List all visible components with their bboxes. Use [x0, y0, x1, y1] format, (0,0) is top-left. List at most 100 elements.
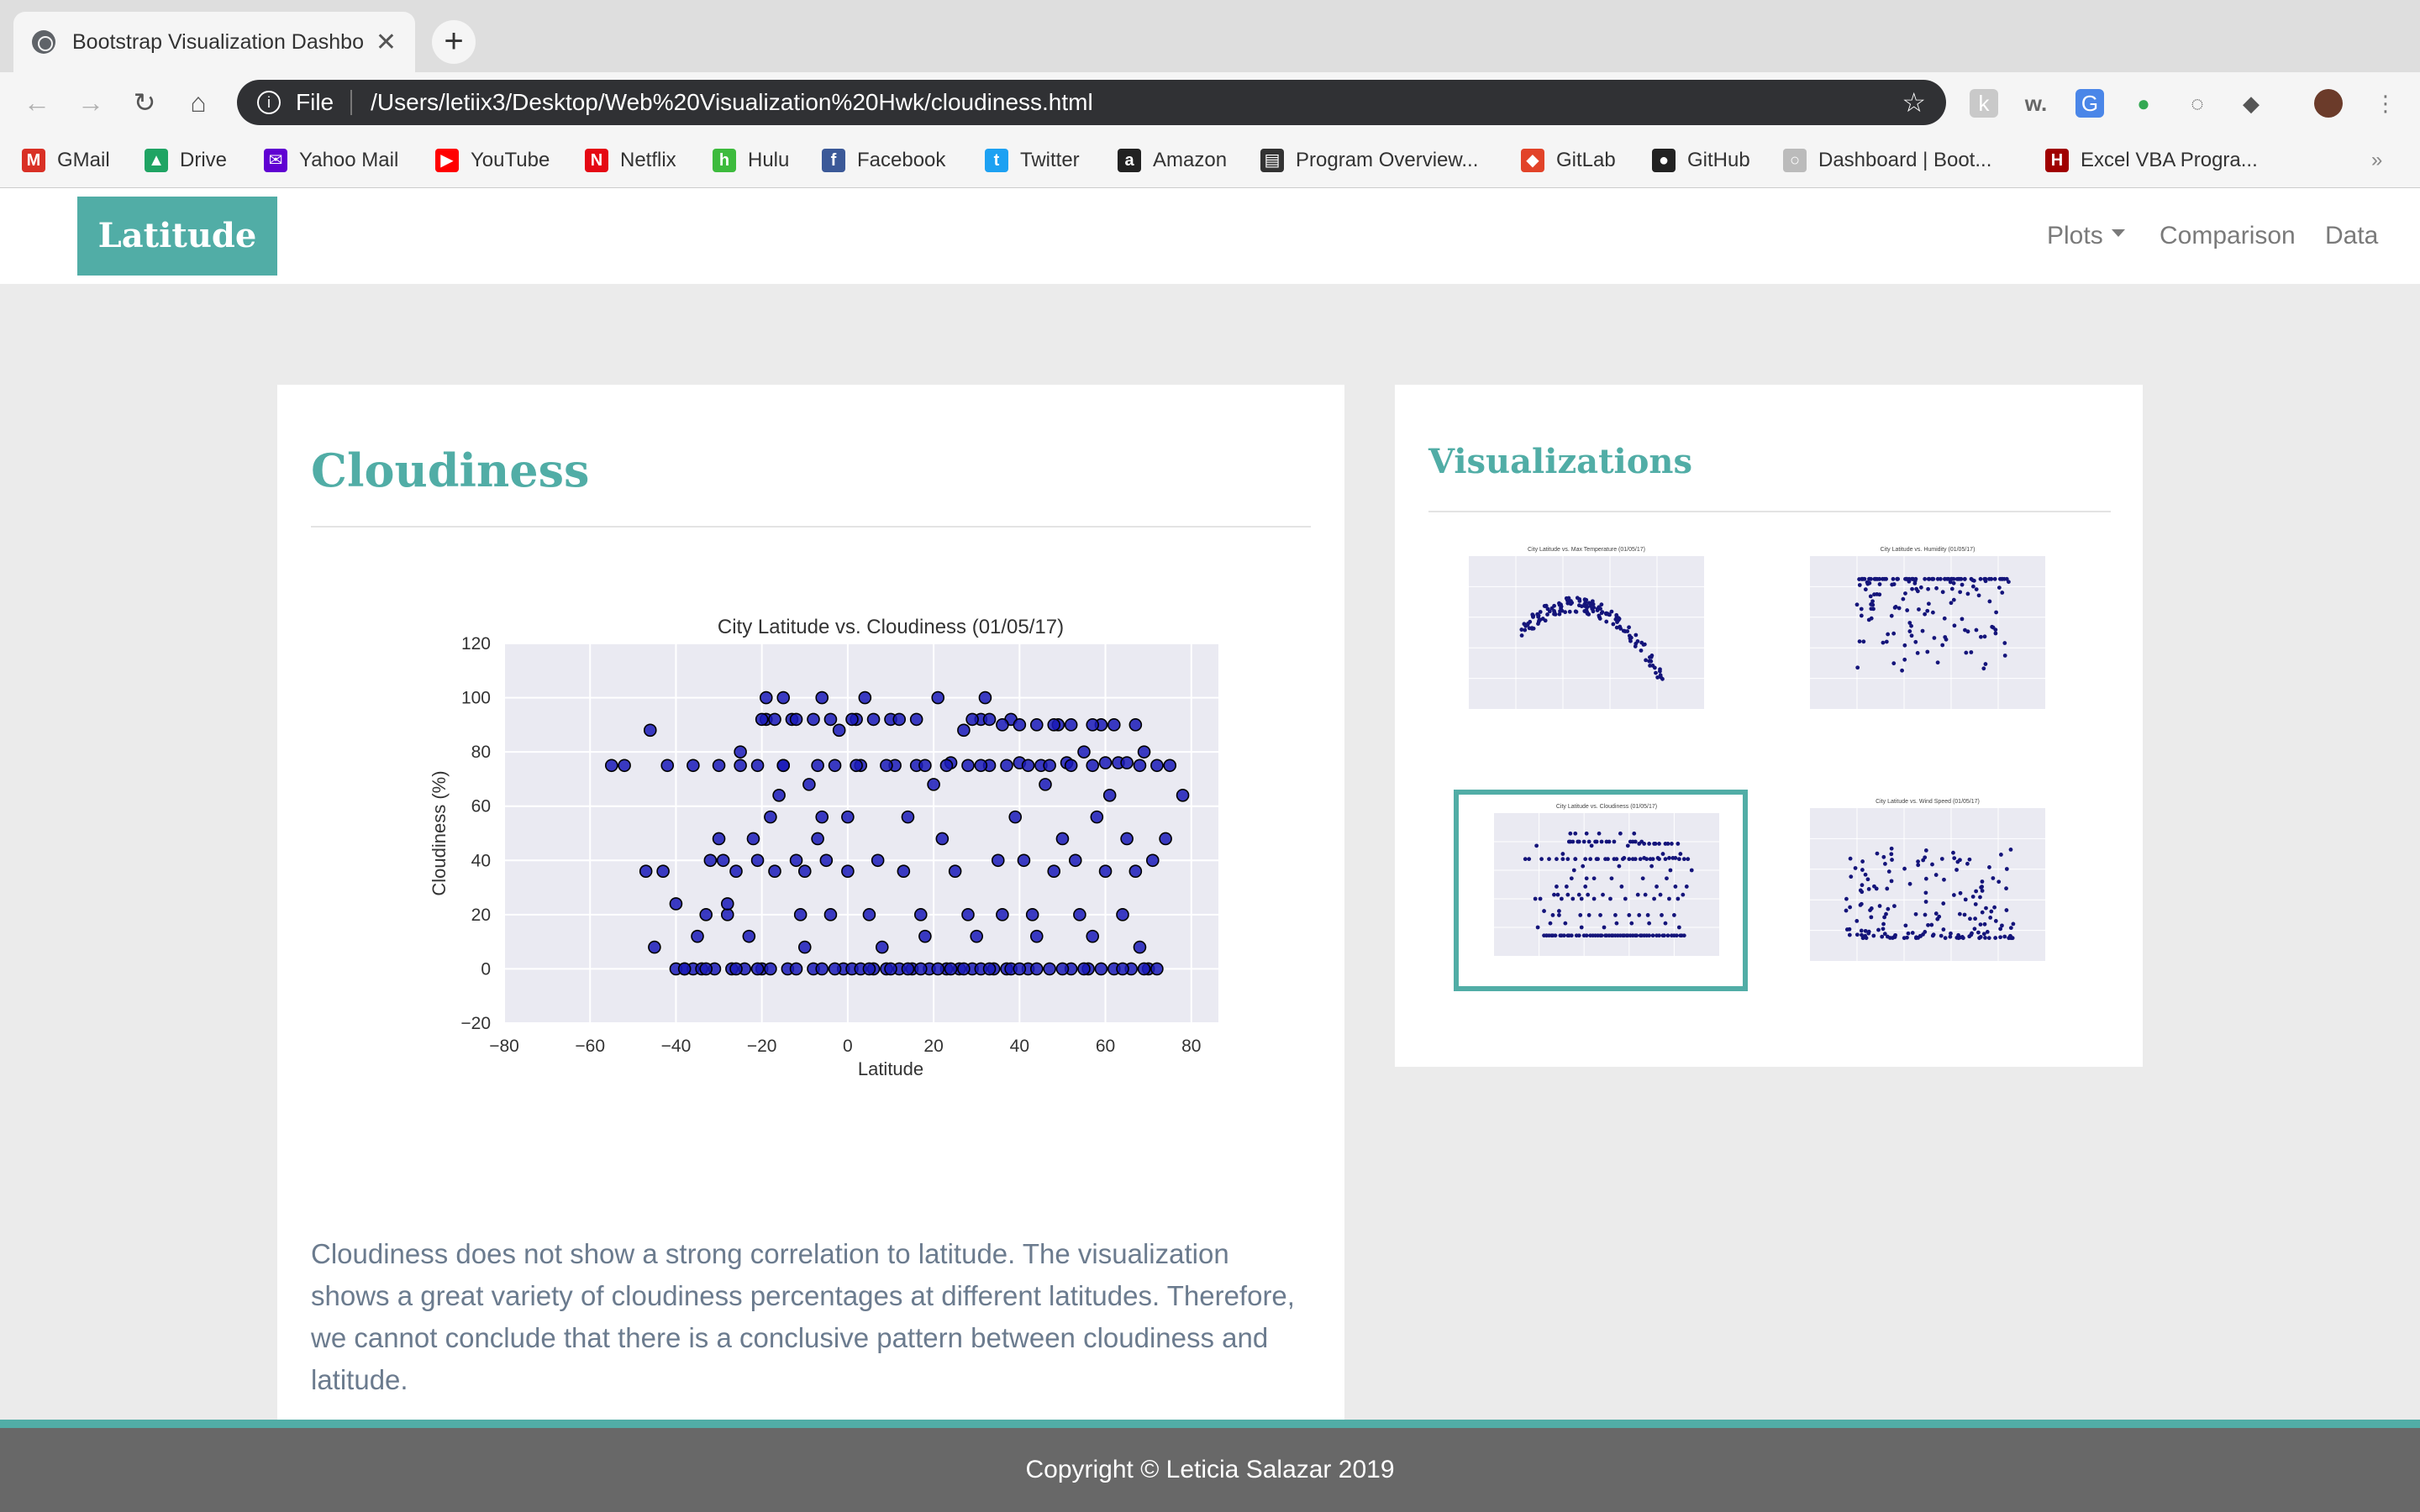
translate-icon[interactable]: G — [2075, 89, 2104, 118]
bookmark-label: Yahoo Mail — [299, 149, 399, 171]
mini-data-point — [1969, 932, 1974, 937]
visualizations-card: Visualizations City Latitude vs. Max Tem… — [1395, 385, 2143, 1067]
mini-data-point — [1602, 925, 1607, 930]
data-point — [789, 712, 803, 727]
bookmark-item[interactable]: ◆ GitLab — [1521, 146, 1616, 175]
mini-data-point — [2004, 908, 2009, 912]
mini-data-point — [1548, 921, 1553, 926]
data-point — [712, 832, 726, 846]
home-icon[interactable]: ⌂ — [190, 87, 207, 118]
nav-comparison[interactable]: Comparison — [2160, 222, 2296, 249]
new-tab-button[interactable]: + — [432, 20, 476, 64]
mini-data-point — [1935, 660, 1940, 665]
bookmark-item[interactable]: ○ Dashboard | Boot... — [1783, 146, 1991, 175]
mini-data-point — [1869, 602, 1874, 606]
mini-data-point — [1581, 839, 1586, 844]
more-bookmarks-icon[interactable]: » — [2371, 149, 2383, 171]
mini-data-point — [1978, 576, 1983, 581]
book-icon: ▤ — [1260, 149, 1284, 172]
bookmark-item[interactable]: a Amazon — [1118, 146, 1227, 175]
mini-data-point — [1907, 579, 1912, 584]
info-icon[interactable]: i — [257, 91, 281, 114]
bookmark-item[interactable]: ✉ Yahoo Mail — [264, 146, 398, 175]
amazon-icon: a — [1118, 149, 1141, 172]
profile-avatar[interactable] — [2314, 89, 2343, 118]
bookmark-star-icon[interactable]: ☆ — [1902, 87, 1926, 118]
mini-data-point — [1865, 580, 1870, 585]
mini-data-point — [1577, 599, 1582, 603]
mini-data-point — [1848, 905, 1853, 910]
mini-data-point — [1926, 922, 1930, 927]
close-icon[interactable]: ✕ — [375, 28, 397, 56]
data-point — [1163, 759, 1177, 773]
mini-data-point — [1563, 610, 1568, 615]
bookmark-item[interactable]: ▲ Drive — [145, 146, 227, 175]
mini-data-point — [1576, 933, 1581, 938]
mini-data-point — [1881, 640, 1886, 645]
mini-data-point — [1614, 857, 1619, 862]
extension-k-icon[interactable]: k — [1970, 89, 1998, 118]
browser-tab[interactable]: Bootstrap Visualization Dashbo ✕ — [13, 12, 415, 72]
bookmark-item[interactable]: f Facebook — [822, 146, 945, 175]
menu-kebab-icon[interactable]: ⋮ — [2375, 91, 2396, 116]
thumbnail-max-temperature[interactable]: City Latitude vs. Max Temperature (01/05… — [1434, 538, 1728, 739]
mini-data-point — [1597, 831, 1602, 836]
mini-data-point — [1609, 876, 1614, 881]
nav-plots-dropdown[interactable]: Plots — [2047, 222, 2125, 250]
bookmark-item[interactable]: t Twitter — [985, 146, 1080, 175]
mini-data-point — [1903, 591, 1907, 596]
mini-data-point — [1872, 884, 1876, 889]
mini-data-point — [1990, 624, 1995, 629]
mini-data-point — [1557, 612, 1562, 617]
mini-data-point — [1676, 842, 1681, 846]
mini-data-point — [1844, 908, 1849, 913]
mini-data-point — [1910, 931, 1915, 935]
address-bar[interactable]: i File /Users/letiix3/Desktop/Web%20Visu… — [237, 80, 1946, 125]
mini-data-point — [1980, 910, 1985, 915]
bookmark-item[interactable]: H Excel VBA Progra... — [2045, 146, 2258, 175]
extension-w-icon[interactable]: w. — [2024, 91, 2048, 116]
mini-data-point — [1645, 913, 1650, 917]
thumbnail-humidity[interactable]: City Latitude vs. Humidity (01/05/17) — [1775, 538, 2069, 739]
mini-data-point — [1902, 866, 1907, 871]
bookmark-item[interactable]: ▶ YouTube — [435, 146, 550, 175]
mini-data-point — [1538, 610, 1543, 614]
gitlab-icon: ◆ — [1521, 149, 1544, 172]
mini-data-point — [1630, 857, 1635, 862]
data-point — [961, 908, 975, 921]
forward-icon[interactable]: → — [77, 87, 104, 118]
navbar-brand[interactable]: Latitude — [77, 197, 277, 276]
layers-icon[interactable]: ◆ — [2243, 91, 2260, 116]
back-icon[interactable]: ← — [24, 87, 50, 118]
nav-data[interactable]: Data — [2325, 222, 2379, 249]
hangouts-icon[interactable]: ● — [2137, 91, 2150, 116]
mini-data-point — [1930, 576, 1935, 581]
mini-data-point — [1923, 876, 1928, 881]
mini-data-point — [1642, 642, 1647, 647]
bookmark-item[interactable]: ● GitHub — [1652, 146, 1750, 175]
bookmark-item[interactable]: ▤ Program Overview... — [1260, 146, 1478, 175]
thumbnail-wind-speed[interactable]: City Latitude vs. Wind Speed (01/05/17) — [1775, 790, 2069, 991]
bookmark-item[interactable]: M GMail — [22, 146, 110, 175]
data-point — [734, 759, 747, 773]
reload-icon[interactable]: ↻ — [133, 87, 156, 118]
data-point — [892, 712, 907, 727]
globe-icon — [32, 30, 55, 54]
mini-data-point — [1560, 896, 1564, 901]
data-point — [913, 908, 928, 921]
mini-data-point — [1939, 933, 1944, 938]
mini-data-point — [1589, 601, 1594, 606]
bookmark-item[interactable]: N Netflix — [585, 146, 676, 175]
mini-data-point — [1635, 892, 1640, 897]
mini-data-point — [1891, 631, 1897, 636]
mini-data-point — [1582, 601, 1587, 606]
extension-circle-icon[interactable]: ◌ — [2191, 91, 2204, 116]
mini-data-point — [1567, 609, 1572, 614]
bookmark-item[interactable]: h Hulu — [713, 146, 789, 175]
thumbnail-cloudiness[interactable]: City Latitude vs. Cloudiness (01/05/17) — [1454, 790, 1748, 991]
url-text[interactable]: /Users/letiix3/Desktop/Web%20Visualizati… — [371, 89, 1093, 115]
mini-data-point — [1644, 658, 1649, 663]
mini-data-point — [1545, 612, 1549, 617]
mini-data-point — [1895, 576, 1900, 581]
mini-data-point — [1576, 839, 1581, 844]
